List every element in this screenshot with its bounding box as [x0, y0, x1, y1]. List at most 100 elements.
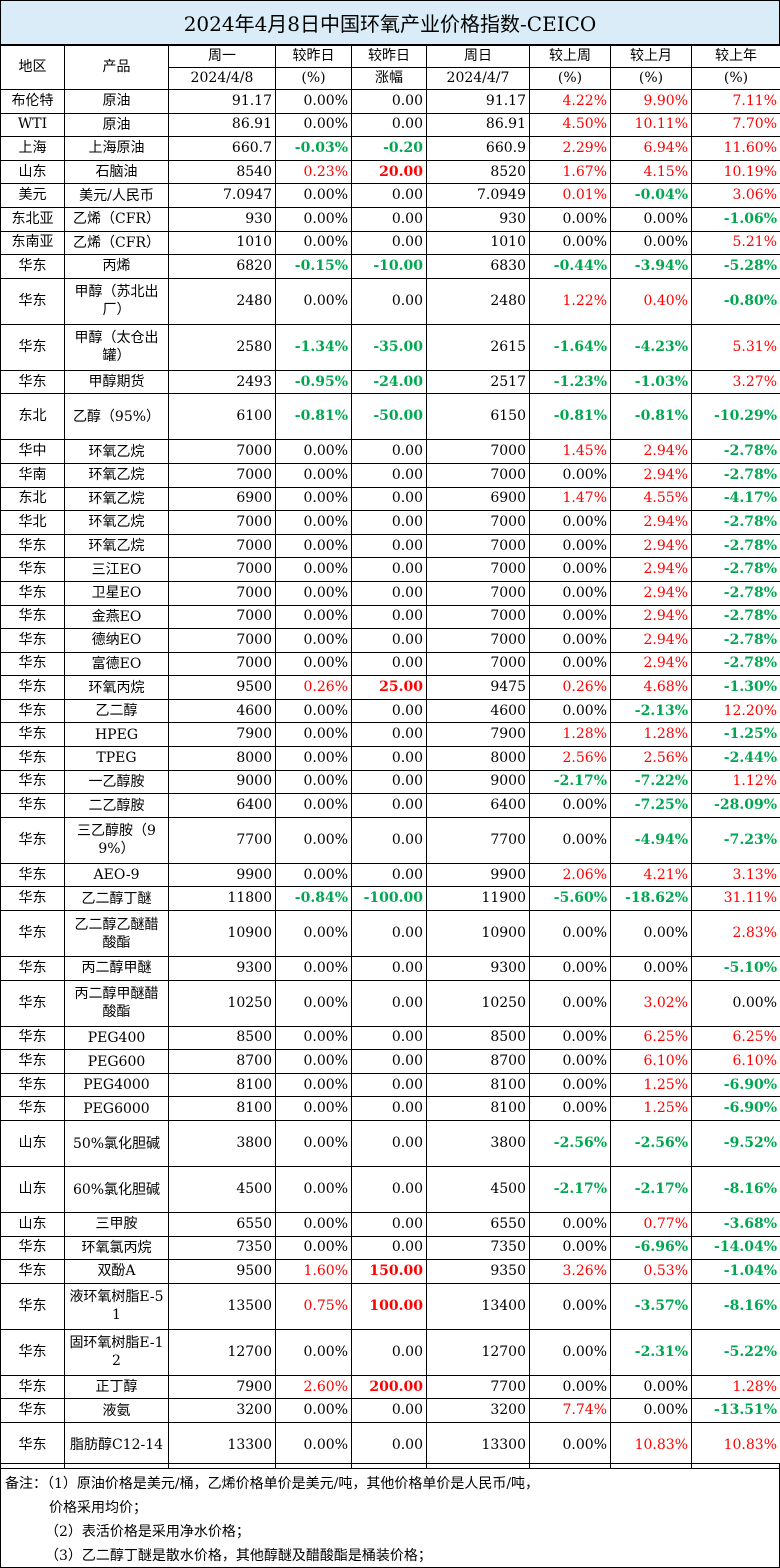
row-year-change: -9.52% — [691, 1120, 780, 1167]
table-row: 华东 PEG600 8700 0.00% 0.00 8700 0.00% 6.10% 6.10% — [0, 1049, 780, 1074]
row-year-change: 0.00% — [691, 979, 780, 1027]
header-week-unit: (%) — [529, 67, 611, 90]
row-product: 丙烯 — [64, 254, 169, 279]
row-sunday-price: 2480 — [426, 277, 530, 325]
row-region: 华东 — [0, 1282, 65, 1330]
row-change-amt: 100.00 — [351, 1282, 427, 1330]
row-change-pct: -0.03% — [275, 136, 352, 161]
table-row: 东北亚 乙烯（CFR） 930 0.00% 0.00 930 0.00% 0.00% -1.06… — [0, 206, 780, 232]
row-week-change: 0.00% — [529, 1212, 611, 1237]
row-monday-price: 7000 — [168, 557, 276, 582]
row-change-amt: 0.00 — [351, 1212, 427, 1237]
row-change-amt: 0.00 — [351, 230, 427, 256]
row-sunday-price: 2615 — [426, 323, 530, 371]
row-product: 双酚A — [64, 1259, 169, 1284]
row-product: 上海原油 — [64, 136, 169, 161]
row-region: 东北 — [0, 486, 65, 512]
row-sunday-price: 10250 — [426, 979, 530, 1027]
row-change-amt: 0.00 — [351, 183, 427, 208]
row-monday-price: 6820 — [168, 254, 276, 279]
row-week-change: 0.00% — [529, 793, 611, 818]
row-change-amt: 0.00 — [351, 862, 427, 888]
row-monday-price: 12700 — [168, 1328, 276, 1376]
row-year-change: 7.70% — [691, 112, 780, 138]
row-week-change: 0.00% — [529, 462, 611, 488]
row-change-pct: -1.34% — [275, 323, 352, 371]
row-region: 华东 — [0, 722, 65, 748]
row-month-change: -3.94% — [610, 254, 692, 279]
row-change-pct: 0.00% — [275, 956, 352, 981]
row-week-change: -1.64% — [529, 323, 611, 371]
row-week-change: 0.00% — [529, 816, 611, 864]
row-change-amt: 0.00 — [351, 510, 427, 535]
row-region: 布伦特 — [0, 89, 65, 114]
row-region: 山东 — [0, 1166, 65, 1213]
header-monday: 周一 — [168, 45, 276, 68]
row-year-change: 10.83% — [691, 1421, 780, 1469]
row-change-pct: 0.00% — [275, 510, 352, 535]
row-monday-price: 7000 — [168, 604, 276, 630]
row-change-pct: 0.00% — [275, 1120, 352, 1167]
row-month-change: -2.17% — [610, 1166, 692, 1213]
row-year-change: 2.83% — [691, 910, 780, 958]
row-change-pct: 0.00% — [275, 580, 352, 606]
row-year-change: -2.78% — [691, 580, 780, 606]
row-change-pct: 0.26% — [275, 675, 352, 700]
row-region: 华东 — [0, 675, 65, 700]
row-week-change: 0.01% — [529, 183, 611, 208]
row-week-change: 0.00% — [529, 1096, 611, 1121]
row-monday-price: 6550 — [168, 1212, 276, 1237]
table-row: 华东 三江EO 7000 0.00% 0.00 7000 0.00% 2.94% -2.78% — [0, 557, 780, 582]
row-monday-price: 6900 — [168, 486, 276, 512]
row-region: 东北亚 — [0, 206, 65, 232]
row-sunday-price: 7900 — [426, 722, 530, 748]
table-row: 华东 AEO-9 9900 0.00% 0.00 9900 2.06% 4.21% 3.13% — [0, 862, 780, 888]
row-product: 金燕EO — [64, 604, 169, 630]
table-row: 华东 二乙醇胺 6400 0.00% 0.00 6400 0.00% -7.25% -28.09… — [0, 793, 780, 818]
row-month-change: -2.56% — [610, 1120, 692, 1167]
row-region: 华东 — [0, 1096, 65, 1121]
table-row: 华东 环氧丙烷 9500 0.26% 25.00 9475 0.26% 4.68% -1.30% — [0, 675, 780, 700]
row-monday-price: 13300 — [168, 1421, 276, 1469]
row-sunday-price: 7700 — [426, 816, 530, 864]
header-change-pct: 较昨日 — [275, 45, 352, 68]
row-product: 原油 — [64, 112, 169, 138]
row-change-pct: -0.15% — [275, 254, 352, 279]
row-year-change: -0.80% — [691, 277, 780, 325]
row-monday-price: 10250 — [168, 979, 276, 1027]
row-product: 环氧乙烷 — [64, 533, 169, 559]
row-product: 一乙醇胺 — [64, 769, 169, 795]
table-row: 华东 双酚A 9500 1.60% 150.00 9350 3.26% 0.53% -1.04% — [0, 1259, 780, 1284]
row-region: 华东 — [0, 793, 65, 818]
table-row: 山东 石脑油 8540 0.23% 20.00 8520 1.67% 4.15% 10.19% — [0, 159, 780, 185]
row-product: TPEG — [64, 746, 169, 771]
row-sunday-price: 7000 — [426, 462, 530, 488]
row-change-pct: 0.00% — [275, 862, 352, 888]
row-monday-price: 8100 — [168, 1072, 276, 1098]
row-month-change: 6.94% — [610, 136, 692, 161]
row-year-change: 6.10% — [691, 1049, 780, 1074]
row-product: 乙二醇 — [64, 698, 169, 724]
row-product: 50%氯化胆碱 — [64, 1120, 169, 1167]
row-monday-price: 7000 — [168, 651, 276, 677]
row-month-change: -0.81% — [610, 393, 692, 441]
row-change-amt: 0.00 — [351, 651, 427, 677]
row-month-change: 10.83% — [610, 1421, 692, 1469]
table-row: 东北 环氧乙烷 6900 0.00% 0.00 6900 1.47% 4.55% -4.17% — [0, 486, 780, 512]
row-change-pct: 0.00% — [275, 628, 352, 653]
row-month-change: -0.04% — [610, 183, 692, 208]
row-sunday-price: 7000 — [426, 510, 530, 535]
row-change-amt: -24.00 — [351, 369, 427, 395]
table-row: WTI 原油 86.91 0.00% 0.00 86.91 4.50% 10.11% 7.70% — [0, 112, 780, 138]
row-change-amt: 0.00 — [351, 112, 427, 138]
row-week-change: 1.67% — [529, 159, 611, 185]
row-year-change: -2.78% — [691, 604, 780, 630]
notes: 备注：（1）原油价格是美元/桶，乙烯价格单价是美元/吨，其他价格单价是人民币/吨… — [0, 1463, 780, 1568]
row-region: 华东 — [0, 698, 65, 724]
row-change-pct: 0.00% — [275, 746, 352, 771]
row-sunday-price: 9900 — [426, 862, 530, 888]
row-change-pct: 0.00% — [275, 1212, 352, 1237]
row-change-pct: 0.00% — [275, 486, 352, 512]
note-line-4: （3）乙二醇丁醚是散水价格，其他醇醚及醋酸酯是桶装价格； — [45, 1548, 432, 1564]
row-sunday-price: 3200 — [426, 1398, 530, 1423]
